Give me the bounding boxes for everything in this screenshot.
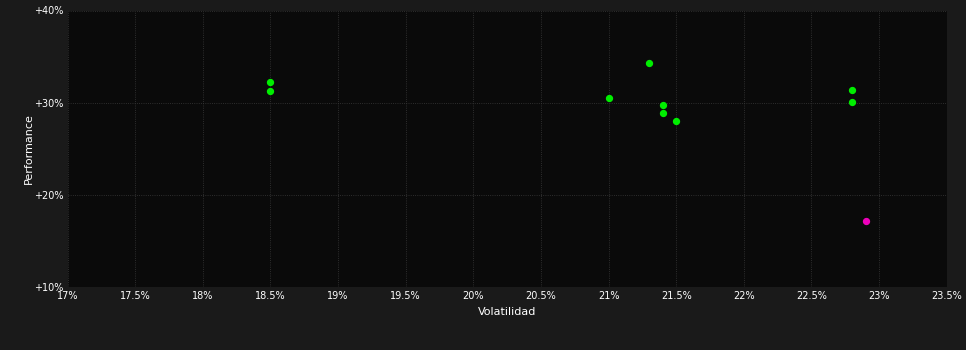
Point: [844, 99, 860, 105]
Point: [263, 88, 278, 93]
Point: [668, 118, 684, 124]
Point: [655, 102, 670, 107]
Point: [601, 95, 616, 101]
X-axis label: Volatilidad: Volatilidad: [478, 307, 536, 317]
Point: [844, 87, 860, 92]
Point: [858, 218, 873, 223]
Point: [263, 79, 278, 85]
Point: [655, 110, 670, 116]
Point: [641, 60, 657, 66]
Y-axis label: Performance: Performance: [23, 113, 34, 184]
